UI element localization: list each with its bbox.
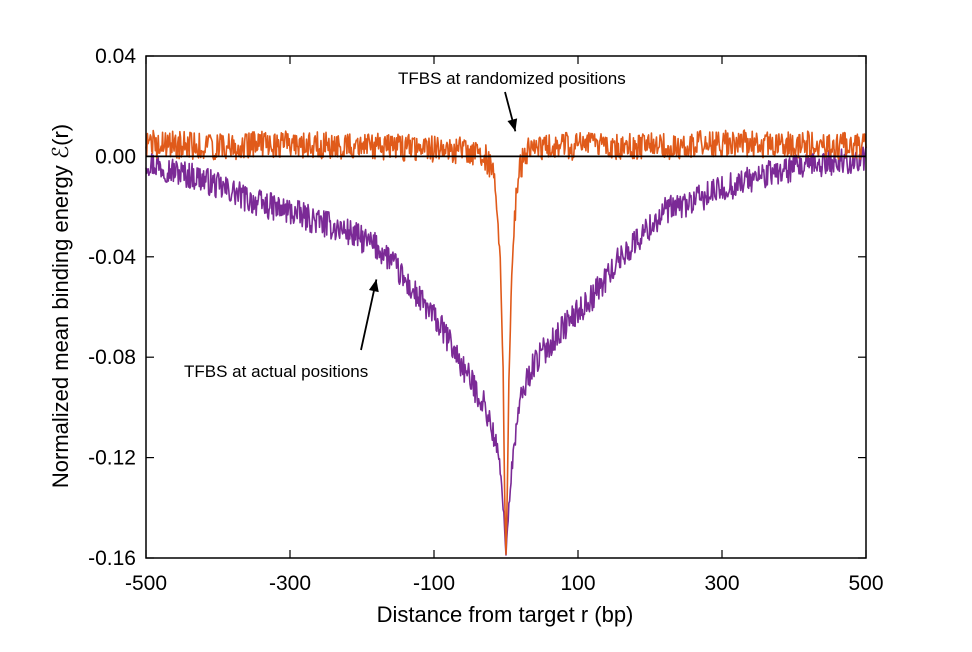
- y-tick-label: -0.12: [88, 447, 136, 470]
- y-tick-label: 0.00: [95, 145, 136, 168]
- series-layer: [145, 129, 867, 556]
- x-tick-label: 300: [704, 572, 739, 595]
- series-actual-positions: [145, 146, 867, 556]
- annotation-randomized-positions: TFBS at randomized positions: [398, 69, 626, 88]
- x-tick-label: -500: [125, 572, 167, 595]
- x-tick-label: 500: [848, 572, 883, 595]
- annotation-actual-positions: TFBS at actual positions: [184, 362, 368, 381]
- plot-frame: [145, 55, 867, 559]
- x-tick-label: 100: [560, 572, 595, 595]
- axis-ticks: -500 -300 -100 100 300 500 0.04 0.00 -0.04 -0.08 -…: [88, 45, 883, 595]
- y-tick-label: -0.08: [88, 346, 136, 369]
- x-tick-label: -300: [269, 572, 311, 595]
- y-tick-label: -0.16: [88, 547, 136, 570]
- annotation-arrowhead-randomized: [507, 118, 518, 132]
- x-tick-label: -100: [413, 572, 455, 595]
- series-randomized-positions: [145, 129, 867, 555]
- y-axis-label: Normalized mean binding energy ℰ(r): [48, 124, 73, 488]
- y-tick-label: 0.04: [95, 45, 136, 68]
- x-axis-label: Distance from target r (bp): [377, 602, 634, 627]
- annotation-arrowhead-actual: [368, 279, 379, 293]
- y-tick-label: -0.04: [88, 246, 136, 269]
- annotation-arrow-actual: [360, 279, 378, 351]
